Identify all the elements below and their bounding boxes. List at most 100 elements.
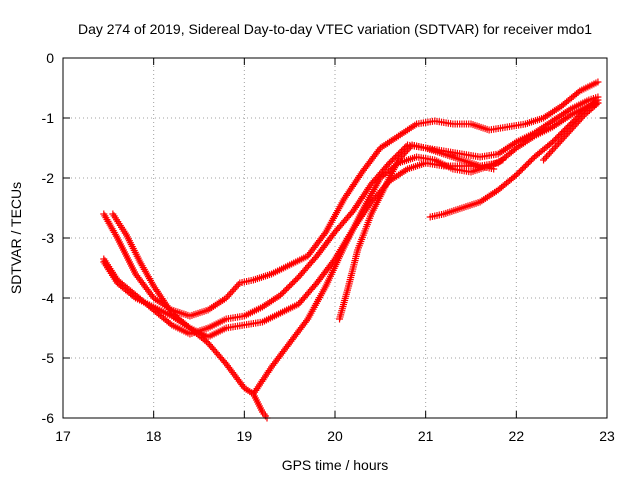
data-point-marker bbox=[514, 170, 522, 177]
data-point-marker bbox=[574, 118, 582, 126]
data-point-marker bbox=[553, 134, 561, 141]
data-point-marker bbox=[552, 143, 560, 151]
data-point-marker bbox=[584, 108, 592, 116]
data-point-marker bbox=[385, 159, 393, 167]
data-point-marker bbox=[234, 281, 242, 289]
data-point-marker bbox=[401, 149, 409, 157]
data-point-marker bbox=[543, 153, 551, 161]
data-point-marker bbox=[541, 154, 549, 162]
y-axis-label: SDTVAR / TECUs bbox=[8, 182, 24, 294]
data-point-marker bbox=[518, 165, 526, 173]
data-point-marker bbox=[558, 129, 566, 137]
data-point-marker bbox=[585, 107, 593, 114]
series-track-d bbox=[109, 210, 271, 422]
data-point-marker bbox=[559, 134, 567, 142]
y-tick-label: -1 bbox=[42, 110, 55, 126]
data-point-marker bbox=[283, 285, 291, 293]
data-point-marker bbox=[202, 338, 210, 346]
data-point-marker bbox=[521, 162, 529, 170]
data-point-marker bbox=[517, 167, 525, 174]
data-point-marker bbox=[555, 132, 563, 140]
data-point-marker bbox=[321, 230, 329, 238]
data-point-marker bbox=[549, 138, 557, 146]
data-point-marker bbox=[565, 128, 573, 136]
series-track-f bbox=[336, 141, 498, 323]
x-tick-label: 18 bbox=[146, 428, 162, 444]
data-point-marker bbox=[512, 171, 520, 179]
data-point-marker bbox=[523, 161, 531, 168]
data-point-marker bbox=[284, 284, 292, 291]
data-point-marker bbox=[594, 78, 602, 86]
data-point-marker bbox=[281, 287, 289, 294]
data-point-marker bbox=[550, 137, 558, 144]
data-point-marker bbox=[520, 164, 528, 171]
data-point-marker bbox=[547, 148, 555, 156]
data-point-marker bbox=[231, 284, 239, 292]
data-point-marker bbox=[552, 135, 560, 143]
axis-ticks: 17 18 19 20 21 22 23 0 -1 -2 -3 -4 -5 -6 bbox=[42, 50, 615, 444]
data-point-marker bbox=[589, 104, 597, 111]
data-point-marker bbox=[564, 129, 572, 137]
data-point-marker bbox=[390, 155, 398, 162]
y-tick-label: -5 bbox=[42, 350, 55, 366]
data-point-marker bbox=[130, 293, 138, 301]
data-point-marker bbox=[594, 99, 602, 107]
data-point-marker bbox=[526, 158, 534, 165]
series-track-h bbox=[540, 99, 602, 164]
data-point-marker bbox=[278, 290, 286, 297]
data-point-marker bbox=[592, 101, 600, 108]
data-point-marker bbox=[556, 131, 564, 138]
data-point-marker bbox=[405, 144, 413, 152]
data-point-marker bbox=[587, 105, 595, 113]
data-point-marker bbox=[556, 138, 564, 146]
y-tick-label: -6 bbox=[42, 410, 55, 426]
data-point-marker bbox=[546, 149, 554, 157]
data-point-marker bbox=[499, 156, 507, 164]
data-point-marker bbox=[166, 320, 174, 328]
data-point-marker bbox=[576, 116, 584, 124]
data-series bbox=[100, 78, 602, 422]
data-point-marker bbox=[582, 110, 590, 117]
data-point-marker bbox=[562, 125, 570, 132]
x-tick-label: 17 bbox=[55, 428, 71, 444]
y-tick-label: -3 bbox=[42, 230, 55, 246]
data-point-marker bbox=[402, 148, 410, 156]
data-point-marker bbox=[387, 158, 395, 165]
data-point-marker bbox=[544, 151, 552, 159]
data-point-marker bbox=[289, 279, 297, 287]
grid bbox=[63, 58, 607, 418]
x-tick-label: 23 bbox=[599, 428, 615, 444]
data-point-marker bbox=[391, 153, 399, 161]
x-tick-label: 22 bbox=[509, 428, 525, 444]
x-axis-label: GPS time / hours bbox=[282, 457, 389, 473]
data-point-marker bbox=[225, 291, 233, 299]
data-point-marker bbox=[527, 156, 535, 164]
data-point-marker bbox=[277, 291, 285, 299]
data-point-marker bbox=[591, 102, 599, 110]
data-point-marker bbox=[577, 114, 585, 122]
data-point-marker bbox=[524, 159, 532, 167]
data-point-marker bbox=[404, 146, 412, 154]
series-track-e bbox=[249, 153, 507, 398]
chart-title: Day 274 of 2019, Sidereal Day-to-day VTE… bbox=[78, 21, 592, 37]
data-point-marker bbox=[550, 144, 558, 152]
data-point-marker bbox=[562, 131, 570, 139]
data-point-marker bbox=[580, 111, 588, 119]
series-track-g bbox=[426, 96, 602, 221]
data-point-marker bbox=[292, 276, 300, 284]
data-point-marker bbox=[568, 124, 576, 132]
data-point-marker bbox=[540, 156, 548, 164]
data-point-marker bbox=[555, 139, 563, 147]
data-point-marker bbox=[561, 133, 569, 141]
data-point-marker bbox=[397, 153, 405, 161]
data-point-marker bbox=[559, 128, 567, 135]
data-point-marker bbox=[571, 121, 579, 129]
data-point-marker bbox=[558, 136, 566, 144]
data-point-marker bbox=[573, 119, 581, 127]
data-point-marker bbox=[228, 287, 236, 295]
x-tick-label: 20 bbox=[327, 428, 343, 444]
y-tick-label: -2 bbox=[42, 170, 55, 186]
x-tick-label: 21 bbox=[418, 428, 434, 444]
data-point-marker bbox=[287, 281, 295, 288]
